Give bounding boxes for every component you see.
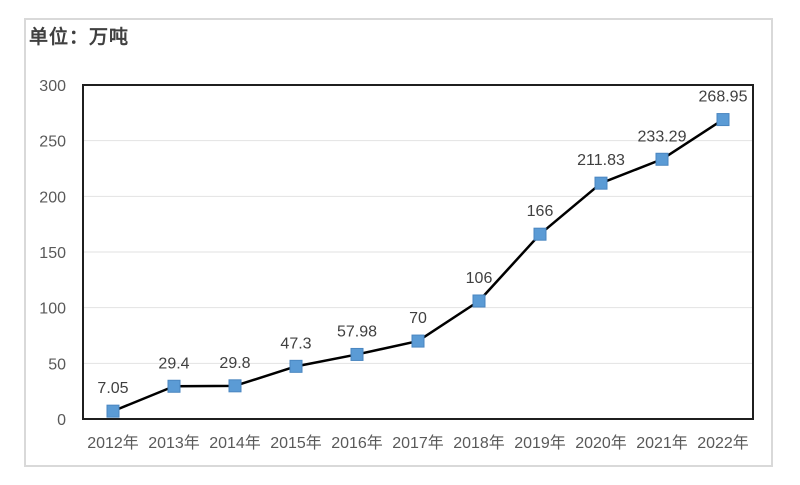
x-axis-tick-label: 2013年 [148, 434, 200, 452]
y-axis-tick-label: 100 [39, 301, 66, 318]
data-label: 57.98 [337, 323, 377, 340]
x-axis-tick-label: 2018年 [453, 434, 505, 452]
x-axis-tick-label: 2016年 [331, 434, 383, 452]
data-label: 268.95 [699, 89, 748, 106]
y-axis-tick-label: 50 [48, 356, 66, 373]
x-axis-tick-label: 2014年 [209, 434, 261, 452]
data-point-marker [106, 404, 120, 418]
data-point-marker [289, 359, 303, 373]
data-label: 70 [409, 310, 427, 327]
data-point-marker [167, 379, 181, 393]
x-axis-tick-label: 2019年 [514, 434, 566, 452]
y-axis-tick-label: 250 [39, 134, 66, 151]
x-axis-tick-label: 2021年 [636, 434, 688, 452]
x-axis-tick-label: 2022年 [697, 434, 749, 452]
y-axis-tick-label: 300 [39, 78, 66, 95]
data-label: 106 [466, 270, 493, 287]
x-axis-tick-label: 2015年 [270, 434, 322, 452]
data-point-marker [472, 294, 486, 308]
data-label: 7.05 [97, 380, 128, 397]
x-axis-tick-label: 2017年 [392, 434, 444, 452]
data-label: 166 [527, 203, 554, 220]
data-label: 29.4 [158, 355, 189, 372]
data-point-marker [655, 152, 669, 166]
data-point-marker [350, 347, 364, 361]
x-axis-tick-label: 2020年 [575, 434, 627, 452]
data-point-marker [716, 113, 730, 127]
plot-border [82, 84, 754, 420]
data-point-marker [228, 379, 242, 393]
unit-label: 单位：万吨 [29, 27, 130, 48]
data-label: 29.8 [219, 355, 250, 372]
series-line [112, 118, 724, 413]
data-point-marker [594, 176, 608, 190]
y-axis-tick-label: 200 [39, 189, 66, 206]
y-axis-tick-label: 0 [57, 412, 66, 429]
y-axis-tick-label: 150 [39, 245, 66, 262]
data-label: 211.83 [577, 152, 625, 169]
data-label: 47.3 [280, 335, 311, 352]
data-point-marker [533, 227, 547, 241]
data-label: 233.29 [638, 128, 687, 145]
data-point-marker [411, 334, 425, 348]
x-axis-tick-label: 2012年 [87, 434, 139, 452]
chart-container [24, 18, 773, 467]
